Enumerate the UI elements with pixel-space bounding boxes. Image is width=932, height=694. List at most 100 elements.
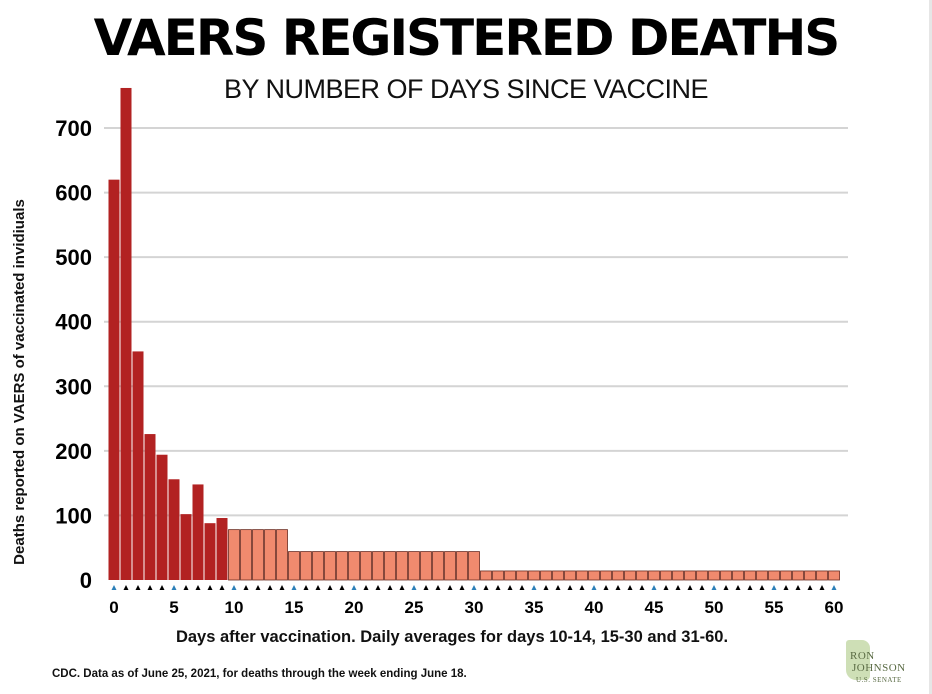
x-tick-label: 10 (225, 598, 244, 617)
senator-logo: RON JOHNSON U.S. SENATE (842, 640, 906, 688)
bar-day-21 (360, 551, 372, 581)
bar-day-1 (120, 87, 132, 581)
bar-day-16 (300, 551, 312, 581)
bar-day-44 (636, 570, 648, 581)
tick-marker (159, 585, 165, 590)
tick-marker (627, 585, 633, 590)
bar-day-2 (132, 351, 144, 580)
x-tick-label: 40 (585, 598, 604, 617)
y-tick-label: 0 (80, 568, 92, 593)
tick-marker (291, 585, 297, 590)
bar-day-45 (648, 570, 660, 581)
bar-day-40 (588, 570, 600, 581)
tick-marker (363, 585, 369, 590)
tick-marker (699, 585, 705, 590)
tick-marker (819, 585, 825, 590)
bar-day-60 (828, 570, 840, 581)
tick-marker (447, 585, 453, 590)
chart-subtitle: BY NUMBER OF DAYS SINCE VACCINE (223, 74, 709, 104)
y-tick-label: 400 (55, 310, 92, 335)
tick-marker (651, 585, 657, 590)
bar-day-11 (240, 529, 252, 581)
tick-marker (603, 585, 609, 590)
tick-marker (183, 585, 189, 590)
tick-marker (711, 585, 717, 590)
tick-marker (243, 585, 249, 590)
bar-day-33 (504, 570, 516, 581)
y-tick-label: 100 (55, 503, 92, 528)
tick-marker (471, 585, 477, 590)
y-tick-label: 700 (55, 116, 92, 141)
tick-marker (807, 585, 813, 590)
bar-day-43 (624, 570, 636, 581)
x-tick-label: 60 (825, 598, 844, 617)
bar-day-59 (816, 570, 828, 581)
tick-marker (771, 585, 777, 590)
tick-marker (327, 585, 333, 590)
bar-day-24 (396, 551, 408, 581)
bar-day-4 (156, 454, 168, 580)
bar-day-6 (180, 514, 192, 580)
bar-day-37 (552, 570, 564, 581)
tick-marker (519, 585, 525, 590)
tick-marker (459, 585, 465, 590)
tick-marker (255, 585, 261, 590)
tick-marker (495, 585, 501, 590)
bar-day-9 (216, 518, 228, 580)
bar-day-30 (468, 551, 480, 581)
tick-marker (195, 585, 201, 590)
bar-day-47 (672, 570, 684, 581)
x-tick-label: 15 (285, 598, 304, 617)
tick-marker (339, 585, 345, 590)
tick-marker (567, 585, 573, 590)
bar-day-41 (600, 570, 612, 581)
bar-day-57 (792, 570, 804, 581)
tick-marker (795, 585, 801, 590)
bar-day-0 (108, 179, 120, 580)
tick-marker (303, 585, 309, 590)
bar-day-12 (252, 529, 264, 581)
tick-marker (615, 585, 621, 590)
x-tick-label: 0 (109, 598, 118, 617)
tick-marker (387, 585, 393, 590)
x-axis-label: Days after vaccination. Daily averages f… (176, 628, 728, 646)
bar-day-49 (696, 570, 708, 581)
bar-day-20 (348, 551, 360, 581)
bar-day-8 (204, 523, 216, 580)
bar-day-13 (264, 529, 276, 581)
tick-marker (747, 585, 753, 590)
bar-day-31 (480, 570, 492, 581)
bar-day-55 (768, 570, 780, 581)
gridlines (104, 127, 848, 517)
tick-marker (219, 585, 225, 590)
bar-day-22 (372, 551, 384, 581)
bar-day-19 (336, 551, 348, 581)
tick-marker (207, 585, 213, 590)
x-tick-label: 25 (405, 598, 424, 617)
tick-marker (315, 585, 321, 590)
x-tick-label: 5 (169, 598, 178, 617)
tick-marker (351, 585, 357, 590)
bar-day-14 (276, 529, 288, 581)
y-tick-label: 600 (55, 181, 92, 206)
bar-day-18 (324, 551, 336, 581)
bar-day-54 (756, 570, 768, 581)
bar-day-34 (516, 570, 528, 581)
tick-marker (123, 585, 129, 590)
x-tick-label: 20 (345, 598, 364, 617)
tick-marker (483, 585, 489, 590)
bar-day-5 (168, 479, 180, 580)
bar-day-7 (192, 484, 204, 580)
y-tick-labels: 0 100 200 300 400 500 600 700 (55, 116, 92, 593)
tick-marker (147, 585, 153, 590)
bar-day-36 (540, 570, 552, 581)
tick-markers (111, 585, 837, 590)
wisconsin-state-icon (846, 640, 870, 680)
x-tick-label: 45 (645, 598, 664, 617)
tick-marker (675, 585, 681, 590)
tick-marker (111, 585, 117, 590)
tick-marker (687, 585, 693, 590)
x-tick-label: 50 (705, 598, 724, 617)
tick-marker (555, 585, 561, 590)
